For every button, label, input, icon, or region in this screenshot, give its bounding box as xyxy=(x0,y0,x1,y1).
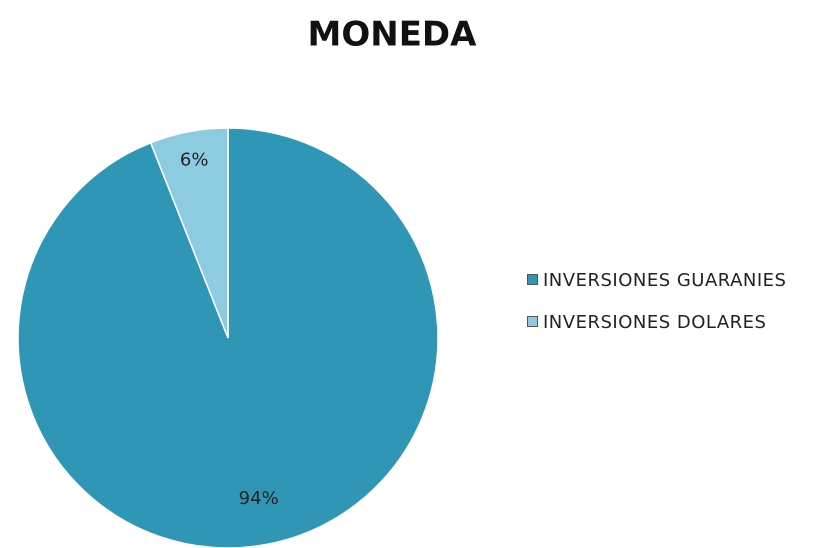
legend-swatch xyxy=(527,316,538,327)
chart-title: MONEDA xyxy=(308,15,478,55)
legend-label: INVERSIONES DOLARES xyxy=(543,312,767,333)
legend-label: INVERSIONES GUARANIES xyxy=(543,270,787,291)
legend: INVERSIONES GUARANIES INVERSIONES DOLARES xyxy=(527,268,789,352)
legend-entry: INVERSIONES DOLARES xyxy=(527,310,789,336)
data-label: 6% xyxy=(180,150,209,171)
data-label: 94% xyxy=(239,488,279,509)
legend-entry: INVERSIONES GUARANIES xyxy=(527,268,789,294)
pie-slice xyxy=(149,127,229,339)
legend-swatch xyxy=(527,274,538,285)
